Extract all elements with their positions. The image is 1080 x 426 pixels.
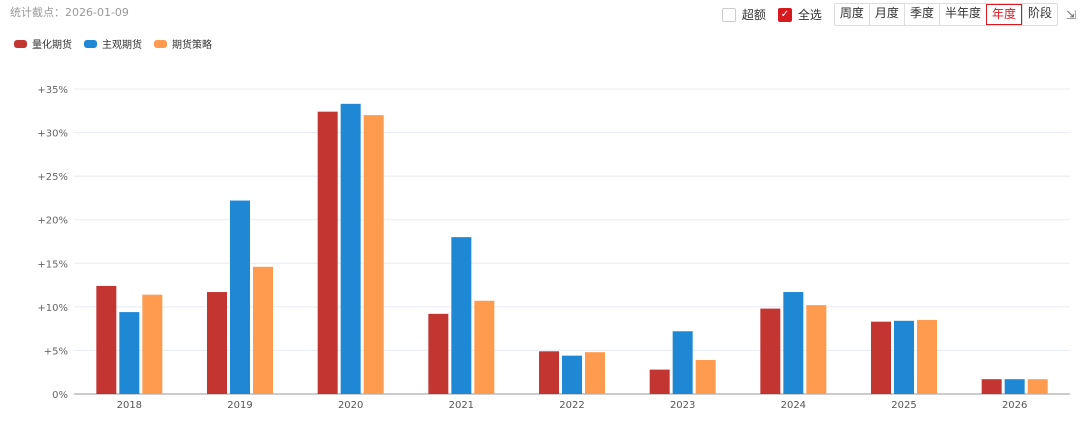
export-icon[interactable]: ⇲ xyxy=(1066,7,1077,22)
period-tab-0[interactable]: 周度 xyxy=(839,6,864,20)
x-tick-label: 2025 xyxy=(891,400,916,411)
bar-量化期货-2026 xyxy=(981,379,1002,394)
select-all-label: 全选 xyxy=(797,8,822,22)
select-all-checkbox[interactable]: ✓ xyxy=(777,7,792,22)
legend-label: 主观期货 xyxy=(102,40,142,51)
period-tab-3[interactable]: 半年度 xyxy=(938,4,986,25)
y-tick-label: +10% xyxy=(37,303,68,314)
bar-主观期货-2025 xyxy=(894,320,914,394)
y-tick-label: 0% xyxy=(52,390,68,401)
legend-label: 期货策略 xyxy=(172,40,212,51)
period-tab-4[interactable]: 年度 xyxy=(985,4,1022,25)
bar-主观期货-2026 xyxy=(1004,379,1025,394)
bar-期货策略-2023 xyxy=(695,360,716,394)
bar-主观期货-2023 xyxy=(672,331,693,394)
bar-期货策略-2018 xyxy=(142,294,163,394)
bar-期货策略-2026 xyxy=(1027,379,1048,394)
bar-期货策略-2021 xyxy=(474,300,495,394)
excess-label: 超额 xyxy=(741,8,766,22)
y-tick-label: +35% xyxy=(37,85,68,96)
excess-checkbox[interactable] xyxy=(721,7,736,22)
bar-期货策略-2025 xyxy=(917,319,937,394)
bar-量化期货-2018 xyxy=(96,285,117,394)
bar-期货策略-2020 xyxy=(363,115,384,395)
bar-主观期货-2018 xyxy=(119,312,140,394)
x-tick-label: 2019 xyxy=(227,400,252,411)
bar-主观期货-2022 xyxy=(562,355,582,394)
bar-期货策略-2019 xyxy=(253,266,273,394)
bar-期货策略-2022 xyxy=(585,352,605,394)
period-tab-5[interactable]: 阶段 xyxy=(1021,4,1057,25)
bar-量化期货-2025 xyxy=(871,321,891,394)
bar-量化期货-2022 xyxy=(539,351,559,394)
bar-主观期货-2021 xyxy=(451,237,472,394)
x-tick-label: 2023 xyxy=(670,400,695,411)
x-tick-label: 2021 xyxy=(449,400,474,411)
bar-主观期货-2024 xyxy=(783,292,804,394)
period-tabs: 周度 月度 季度 半年度 年度 阶段 xyxy=(833,3,1058,26)
bar-主观期货-2020 xyxy=(340,103,361,395)
y-tick-label: +25% xyxy=(37,172,68,183)
bar-期货策略-2024 xyxy=(806,305,827,394)
bar-量化期货-2023 xyxy=(649,369,670,394)
legend-swatch xyxy=(84,39,97,48)
date-label: 统计截点：2026-01-09 xyxy=(10,6,129,19)
legend-label: 量化期货 xyxy=(32,40,72,51)
period-tab-1[interactable]: 月度 xyxy=(868,4,904,25)
y-tick-label: +30% xyxy=(37,129,68,140)
bar-量化期货-2021 xyxy=(428,313,449,394)
legend-item[interactable]: 期货策略 xyxy=(154,36,212,51)
x-tick-label: 2026 xyxy=(1002,400,1027,411)
controls: 超额 ✓ 全选 周度 月度 季度 半年度 年度 阶段 ⇲ xyxy=(721,3,1080,26)
legend: 量化期货 主观期货 期货策略 xyxy=(14,36,212,51)
x-tick-label: 2024 xyxy=(781,400,806,411)
legend-item[interactable]: 量化期货 xyxy=(14,36,72,51)
y-tick-label: +5% xyxy=(44,346,68,357)
x-tick-label: 2020 xyxy=(338,400,363,411)
bar-量化期货-2020 xyxy=(317,111,338,395)
legend-item[interactable]: 主观期货 xyxy=(84,36,142,51)
bar-量化期货-2024 xyxy=(760,308,781,394)
legend-swatch xyxy=(14,39,27,48)
period-tab-2[interactable]: 季度 xyxy=(903,4,939,25)
bar-量化期货-2019 xyxy=(207,292,227,394)
x-tick-label: 2022 xyxy=(559,400,584,411)
bar-主观期货-2019 xyxy=(230,200,250,394)
y-tick-label: +15% xyxy=(37,259,68,270)
y-tick-label: +20% xyxy=(37,216,68,227)
legend-swatch xyxy=(154,39,167,48)
x-tick-label: 2018 xyxy=(117,400,142,411)
